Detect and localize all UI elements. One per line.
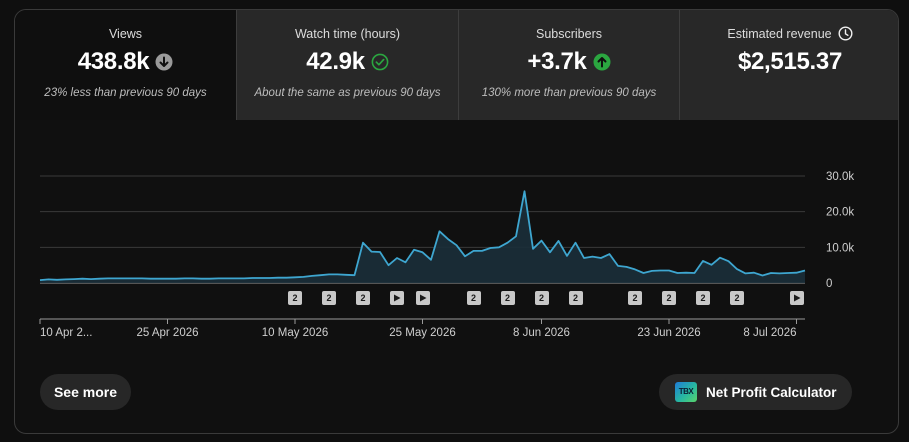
- video-marker-play-icon[interactable]: [415, 291, 430, 305]
- metric-tabs: Views 438.8k 23% less than previous 90 d…: [15, 10, 898, 120]
- y-tick-label: 20.0k: [826, 207, 854, 219]
- x-tick-label: 8 Jul 2026: [743, 327, 796, 339]
- x-tick-label: 25 Apr 2026: [136, 327, 198, 339]
- views-area-chart[interactable]: 30.0k 20.0k 10.0k 0 10 Apr 2... 25 Apr 2026 10…: [15, 120, 899, 350]
- metric-value: $2,515.37: [737, 48, 843, 75]
- metric-comparison: 130% more than previous 90 days: [481, 87, 657, 99]
- net-profit-label: Net Profit Calculator: [706, 384, 837, 400]
- x-tick-label: 10 May 2026: [262, 327, 329, 339]
- video-count-marker[interactable]: 2: [628, 291, 642, 305]
- see-more-button[interactable]: See more: [40, 374, 131, 410]
- metric-comparison: About the same as previous 90 days: [254, 87, 441, 99]
- video-count-marker[interactable]: 2: [568, 291, 583, 305]
- x-tick-label: 25 May 2026: [389, 327, 456, 339]
- metric-value: 438.8k: [77, 48, 150, 75]
- video-count-marker[interactable]: 2: [696, 291, 710, 305]
- video-count-marker[interactable]: 2: [500, 291, 515, 305]
- x-tick-label: 23 Jun 2026: [637, 327, 700, 339]
- metric-value: 42.9k: [306, 48, 365, 75]
- video-count-marker[interactable]: 2: [534, 291, 549, 305]
- x-tick-label: 8 Jun 2026: [513, 327, 570, 339]
- check-circle-icon: [371, 53, 389, 71]
- metric-tab-views[interactable]: Views 438.8k 23% less than previous 90 d…: [15, 10, 236, 120]
- metric-tab-subscribers[interactable]: Subscribers +3.7k 130% more than previou…: [458, 10, 679, 120]
- video-marker-play-icon[interactable]: [390, 291, 404, 305]
- metric-label: Subscribers: [536, 27, 602, 41]
- video-count-marker[interactable]: 2: [356, 291, 370, 305]
- tbx-logo-icon: TBX: [675, 382, 697, 402]
- arrow-up-circle-icon: [593, 53, 611, 71]
- y-tick-label: 10.0k: [826, 242, 854, 254]
- video-count-marker[interactable]: 2: [466, 291, 481, 305]
- metric-label: Estimated revenue: [727, 26, 832, 41]
- clock-icon: [838, 26, 853, 41]
- metric-tab-watch-time[interactable]: Watch time (hours) 42.9k About the same …: [236, 10, 458, 120]
- video-count-marker[interactable]: 2: [288, 291, 302, 305]
- video-marker-play-icon[interactable]: [789, 291, 804, 305]
- video-count-marker[interactable]: 2: [322, 291, 336, 305]
- video-count-marker[interactable]: 2: [662, 291, 676, 305]
- views-area-fill: [40, 191, 805, 283]
- y-tick-label: 0: [826, 278, 832, 290]
- x-tick-label: 10 Apr 2...: [40, 327, 92, 339]
- arrow-down-circle-icon: [155, 53, 173, 71]
- metric-tab-revenue[interactable]: Estimated revenue $2,515.37: [679, 10, 898, 120]
- analytics-card: Views 438.8k 23% less than previous 90 d…: [14, 9, 899, 434]
- net-profit-calculator-button[interactable]: TBX Net Profit Calculator: [659, 374, 852, 410]
- metric-label: Watch time (hours): [294, 27, 401, 41]
- y-tick-label: 30.0k: [826, 171, 854, 183]
- metric-comparison: 23% less than previous 90 days: [44, 87, 207, 99]
- metric-value: +3.7k: [527, 48, 587, 75]
- metric-label: Views: [108, 27, 143, 41]
- video-count-marker[interactable]: 2: [730, 291, 744, 305]
